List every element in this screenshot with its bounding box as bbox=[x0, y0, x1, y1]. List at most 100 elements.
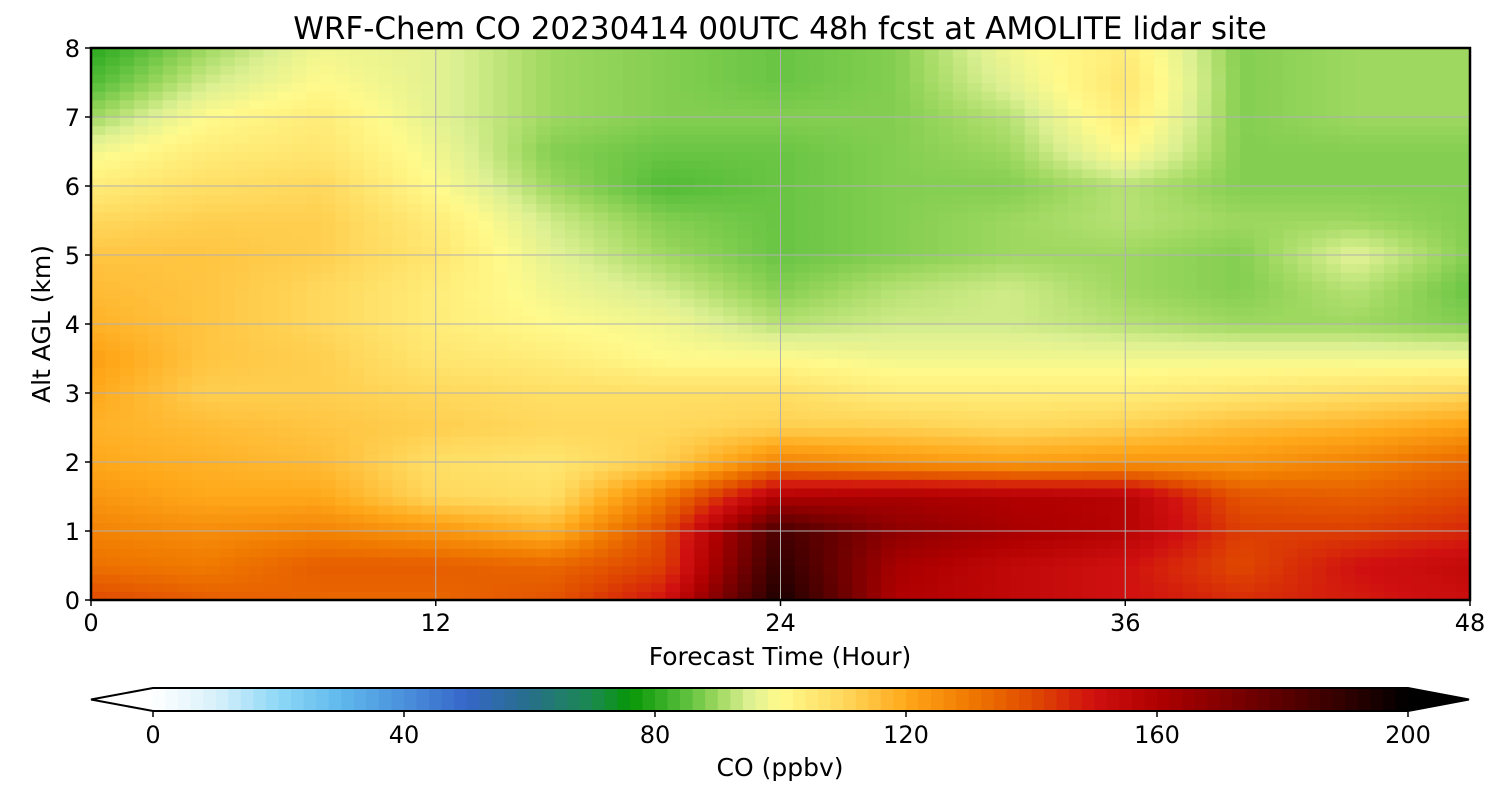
heatmap-cell bbox=[636, 574, 652, 584]
heatmap-cell bbox=[464, 375, 480, 385]
heatmap-cell bbox=[780, 513, 796, 523]
heatmap-cell bbox=[1211, 410, 1227, 420]
heatmap-cell bbox=[407, 341, 422, 351]
heatmap-cell bbox=[1139, 591, 1155, 600]
heatmap-cell bbox=[1039, 487, 1055, 498]
heatmap-cell bbox=[1053, 531, 1069, 541]
heatmap-cell bbox=[1139, 306, 1155, 316]
heatmap-cell bbox=[1268, 401, 1284, 411]
heatmap-cell bbox=[162, 427, 178, 437]
heatmap-cell bbox=[565, 418, 580, 429]
heatmap-cell bbox=[1039, 582, 1055, 592]
heatmap-cell bbox=[636, 255, 652, 265]
heatmap-cell bbox=[349, 513, 365, 523]
heatmap-cell bbox=[852, 220, 868, 230]
heatmap-cell bbox=[1355, 574, 1371, 584]
heatmap-cell bbox=[1096, 401, 1112, 411]
heatmap-cell bbox=[1225, 418, 1241, 429]
heatmap-cell bbox=[177, 462, 193, 472]
heatmap-cell bbox=[823, 246, 839, 256]
heatmap-cell bbox=[148, 591, 164, 600]
heatmap-cell bbox=[737, 367, 753, 377]
heatmap-cell bbox=[392, 401, 408, 411]
heatmap-cell bbox=[708, 393, 724, 403]
heatmap-cell bbox=[177, 418, 193, 429]
heatmap-cell bbox=[320, 229, 336, 239]
heatmap-cell bbox=[134, 531, 150, 541]
heatmap-cell bbox=[1096, 341, 1112, 351]
heatmap-cell bbox=[536, 203, 552, 213]
heatmap-cell bbox=[837, 375, 853, 385]
heatmap-cell bbox=[493, 591, 509, 600]
heatmap-cell bbox=[1426, 177, 1442, 187]
heatmap-cell bbox=[1053, 255, 1069, 265]
heatmap-cell bbox=[866, 272, 882, 282]
heatmap-cell bbox=[694, 436, 710, 446]
heatmap-cell bbox=[1053, 496, 1069, 506]
heatmap-cell bbox=[981, 436, 997, 446]
heatmap-cell bbox=[134, 522, 150, 532]
heatmap-cell bbox=[536, 531, 552, 541]
heatmap-cell bbox=[1455, 358, 1470, 368]
heatmap-cell bbox=[1010, 220, 1026, 230]
heatmap-cell bbox=[105, 160, 121, 170]
heatmap-cell bbox=[1182, 565, 1198, 575]
heatmap-cell bbox=[967, 349, 983, 360]
heatmap-cell bbox=[1326, 427, 1342, 437]
heatmap-cell bbox=[507, 470, 523, 480]
heatmap-cell bbox=[536, 289, 552, 299]
heatmap-cell bbox=[608, 479, 624, 489]
heatmap-cell bbox=[1383, 487, 1399, 498]
heatmap-cell bbox=[1139, 436, 1155, 446]
heatmap-cell bbox=[1398, 358, 1414, 368]
heatmap-cell bbox=[952, 574, 968, 584]
heatmap-cell bbox=[565, 556, 580, 567]
heatmap-cell bbox=[837, 496, 853, 506]
heatmap-cell bbox=[1340, 237, 1356, 247]
heatmap-cell bbox=[91, 177, 106, 187]
heatmap-cell bbox=[809, 470, 825, 480]
heatmap-cell bbox=[148, 229, 164, 239]
heatmap-cell bbox=[636, 505, 652, 515]
heatmap-cell bbox=[866, 211, 882, 222]
heatmap-cell bbox=[306, 341, 322, 351]
heatmap-cell bbox=[1326, 272, 1342, 282]
heatmap-cell bbox=[450, 349, 466, 360]
heatmap-cell bbox=[550, 410, 566, 420]
heatmap-cell bbox=[550, 203, 566, 213]
heatmap-cell bbox=[1383, 427, 1399, 437]
heatmap-cell bbox=[780, 418, 796, 429]
heatmap-cell bbox=[550, 229, 566, 239]
heatmap-cell bbox=[1355, 591, 1371, 600]
heatmap-cell bbox=[766, 375, 782, 385]
heatmap-cell bbox=[1125, 151, 1141, 161]
heatmap-cell bbox=[1110, 306, 1126, 316]
heatmap-cell bbox=[1125, 168, 1141, 178]
heatmap-cell bbox=[708, 289, 724, 299]
heatmap-cell bbox=[292, 280, 308, 291]
heatmap-cell bbox=[335, 349, 351, 360]
heatmap-cell bbox=[392, 324, 408, 334]
heatmap-cell bbox=[478, 556, 494, 567]
heatmap-cell bbox=[407, 272, 422, 282]
heatmap-cell bbox=[263, 349, 279, 360]
heatmap-cell bbox=[766, 548, 782, 558]
heatmap-cell bbox=[435, 479, 451, 489]
heatmap-cell bbox=[881, 168, 897, 178]
heatmap-cell bbox=[1297, 272, 1313, 282]
heatmap-cell bbox=[1340, 255, 1356, 265]
heatmap-cell bbox=[636, 513, 652, 523]
heatmap-cell bbox=[349, 194, 365, 204]
heatmap-cell bbox=[866, 324, 882, 334]
heatmap-cell bbox=[1268, 453, 1284, 463]
heatmap-cell bbox=[1326, 539, 1342, 549]
heatmap-cell bbox=[1197, 496, 1213, 506]
heatmap-cell bbox=[809, 203, 825, 213]
heatmap-cell bbox=[1254, 194, 1270, 204]
heatmap-cell bbox=[852, 470, 868, 480]
heatmap-cell bbox=[263, 203, 279, 213]
heatmap-cell bbox=[995, 487, 1011, 498]
heatmap-cell bbox=[435, 453, 451, 463]
heatmap-cell bbox=[665, 349, 681, 360]
